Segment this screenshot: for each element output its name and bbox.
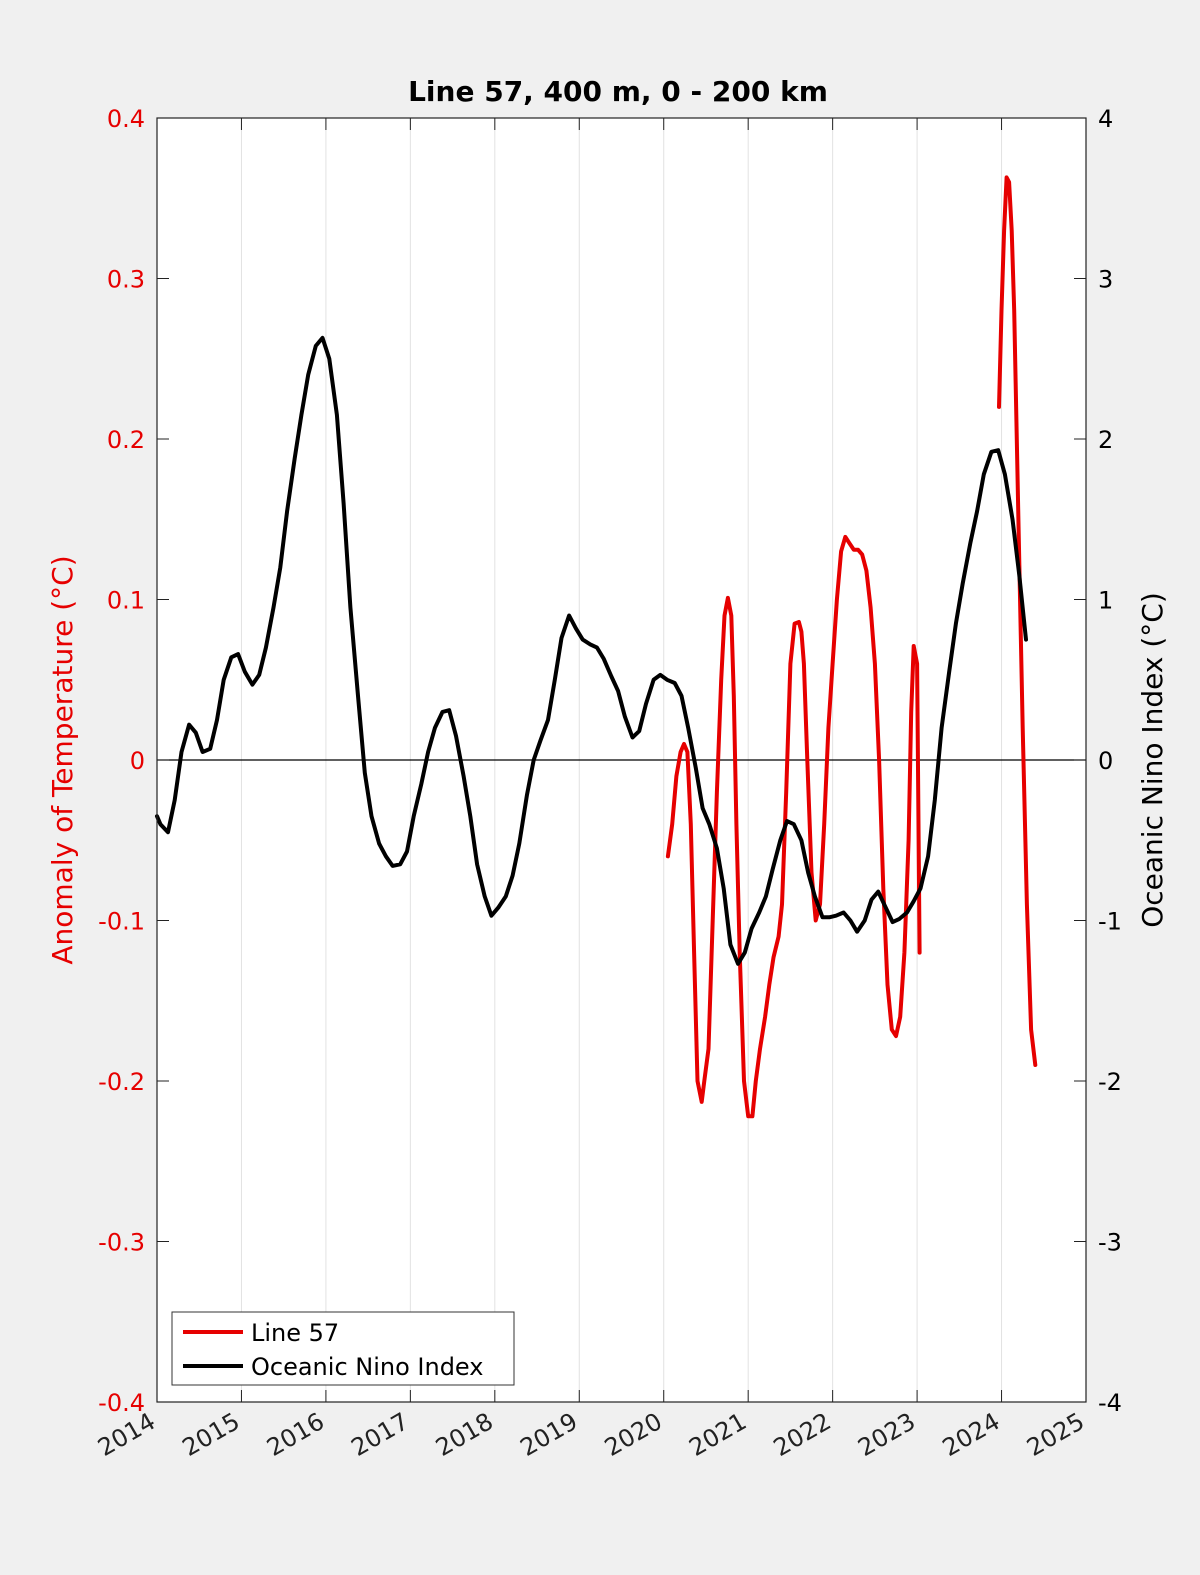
y-tick-label-right: -2 [1098, 1068, 1122, 1096]
y-tick-label-left: 0 [130, 747, 145, 775]
x-tick-label: 2023 [853, 1407, 920, 1462]
x-tick-label: 2016 [262, 1407, 329, 1462]
left-axis: 0.4 0.3 0.2 0.1 0 -0.1 -0.2 -0.3 -0.4 [98, 105, 169, 1417]
y-tick-label-right: -3 [1098, 1229, 1122, 1257]
y-tick-label-right: 2 [1098, 426, 1113, 454]
y-tick-label-left: -0.3 [98, 1229, 145, 1257]
y-axis-label-right: Oceanic Nino Index (°C) [1136, 592, 1169, 928]
legend-label-line-57: Line 57 [251, 1319, 339, 1347]
y-tick-label-left: -0.1 [98, 908, 145, 936]
x-tick-label: 2024 [938, 1407, 1005, 1462]
y-tick-label-left: 0.2 [107, 426, 145, 454]
y-tick-label-right: 4 [1098, 105, 1113, 133]
y-axis-label-left: Anomaly of Temperature (°C) [46, 555, 79, 964]
x-tick-label: 2025 [1022, 1407, 1089, 1462]
series-line-line-57-seg-0 [665, 534, 922, 1119]
legend: Line 57 Oceanic Nino Index [171, 1311, 515, 1386]
x-tick-label: 2015 [178, 1407, 245, 1462]
series-layer [155, 175, 1038, 1119]
y-tick-label-right: 1 [1098, 587, 1113, 615]
chart-title: Line 57, 400 m, 0 - 200 km [408, 75, 828, 108]
x-tick-label: 2018 [431, 1407, 498, 1462]
y-tick-label-right: 3 [1098, 266, 1113, 294]
y-tick-label-left: -0.2 [98, 1068, 145, 1096]
y-tick-label-left: 0.3 [107, 266, 145, 294]
y-tick-label-left: 0.4 [107, 105, 145, 133]
x-tick-label: 2021 [684, 1407, 751, 1462]
x-tick-label: 2020 [600, 1407, 667, 1462]
y-tick-label-right: -1 [1098, 908, 1122, 936]
y-tick-label-right: -4 [1098, 1389, 1122, 1417]
legend-label-oni: Oceanic Nino Index [251, 1353, 483, 1381]
right-axis: 4 3 2 1 0 -1 -2 -3 -4 [1074, 105, 1122, 1417]
series-line-oni-seg-0 [155, 335, 1028, 966]
x-tick-label: 2022 [769, 1407, 836, 1462]
legend-box [171, 1311, 515, 1386]
y-tick-label-right: 0 [1098, 747, 1113, 775]
y-tick-label-left: 0.1 [107, 587, 145, 615]
x-tick-label: 2017 [347, 1407, 414, 1462]
x-tick-label: 2019 [515, 1407, 582, 1462]
y-tick-label-left: -0.4 [98, 1389, 145, 1417]
series-line-line-57-seg-1 [997, 175, 1038, 1067]
